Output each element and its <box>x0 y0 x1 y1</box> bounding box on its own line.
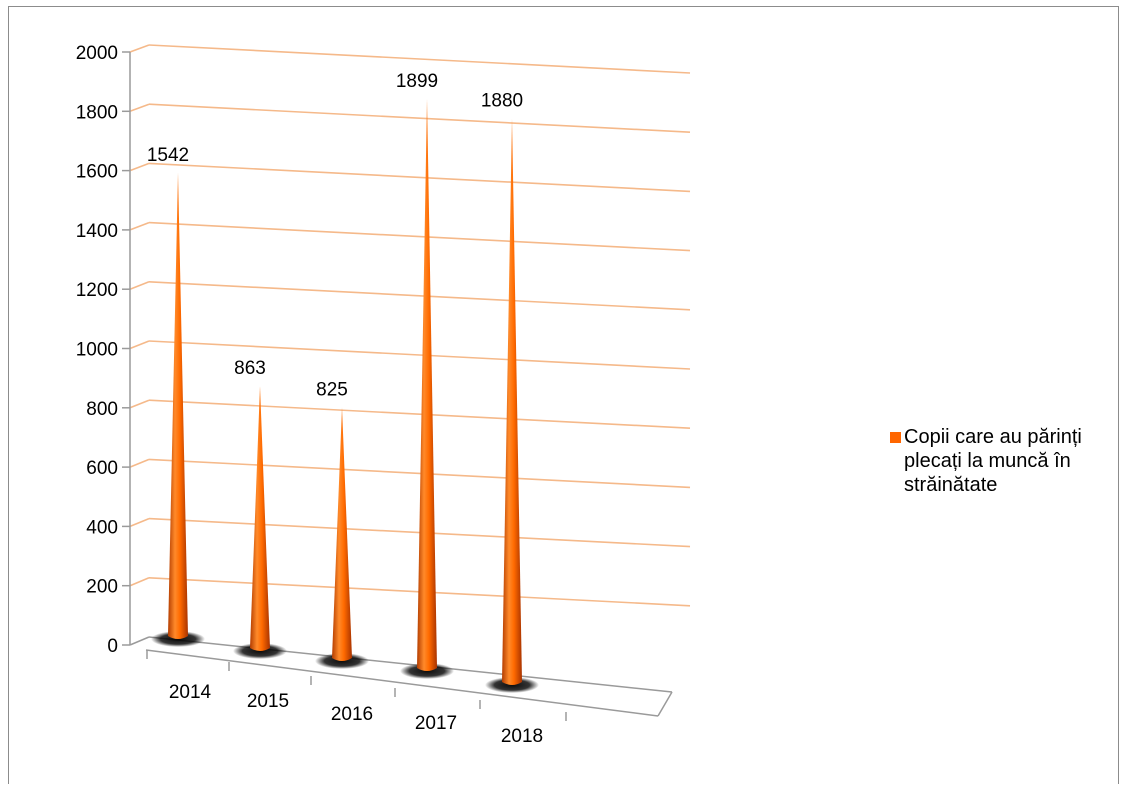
bar-cone <box>332 407 352 661</box>
gridline <box>148 340 691 370</box>
x-axis-ticks: 2014 2015 2016 2017 2018 <box>146 650 567 747</box>
gridline-connector <box>129 458 150 468</box>
bar-cone <box>502 118 522 685</box>
bar-cone <box>250 386 270 651</box>
x-tick-label: 2015 <box>247 691 289 712</box>
y-tick-label: 800 <box>86 399 118 420</box>
y-tick-label: 0 <box>107 636 118 657</box>
x-axis-line <box>145 649 659 717</box>
axes <box>129 52 673 717</box>
gridline <box>148 399 691 429</box>
x-tick-label: 2018 <box>501 726 543 747</box>
y-tick-label: 400 <box>86 517 118 538</box>
gridline-connector <box>129 340 150 350</box>
bar-cone <box>417 98 437 671</box>
legend-series-label: Copii care au părinți plecați la muncă î… <box>904 426 1082 496</box>
data-label: 1880 <box>481 91 523 112</box>
bar-cone <box>168 172 188 639</box>
gridline <box>148 458 691 489</box>
gridlines <box>129 44 691 607</box>
y-tick-label: 1400 <box>76 221 118 242</box>
gridline <box>148 103 691 133</box>
gridline <box>148 44 691 74</box>
gridline-connector <box>129 399 150 409</box>
gridline-connector <box>129 221 150 231</box>
x-tick-label: 2017 <box>415 713 457 734</box>
y-tick-label: 2000 <box>76 43 118 64</box>
gridline <box>148 162 691 193</box>
gridline-connector <box>129 517 150 528</box>
gridline-connector <box>129 162 150 172</box>
x-tick-label: 2016 <box>331 704 373 725</box>
legend-swatch <box>890 432 901 443</box>
y-tick-label: 1600 <box>76 162 118 183</box>
gridline-connector <box>129 577 150 587</box>
data-label: 825 <box>316 379 348 400</box>
y-tick-label: 1000 <box>76 340 118 361</box>
gridline <box>148 221 691 252</box>
gridline-connector <box>129 44 150 53</box>
floor-back-edge <box>148 636 673 693</box>
floor-side-edge <box>657 691 673 717</box>
gridline <box>148 281 691 311</box>
y-tick-label: 600 <box>86 458 118 479</box>
data-label: 1899 <box>396 71 438 92</box>
y-tick-label: 1800 <box>76 102 118 123</box>
data-label: 1542 <box>147 145 189 166</box>
chart-marks <box>151 98 539 693</box>
y-tick-label: 1200 <box>76 280 118 301</box>
x-tick-label: 2014 <box>169 682 212 703</box>
y-tick-label: 200 <box>86 577 118 598</box>
legend: Copii care au părinți plecați la muncă î… <box>890 425 1100 497</box>
y-axis-ticks: 0 200 400 600 800 1000 1200 1400 1600 1800 2000 <box>76 43 130 657</box>
gridline-connector <box>129 281 150 290</box>
chart-frame <box>8 6 1119 784</box>
floor-connector <box>129 636 150 646</box>
data-labels: 1542 863 825 1899 1880 <box>147 71 523 400</box>
data-label: 863 <box>234 358 266 379</box>
gridline-connector <box>129 103 150 113</box>
